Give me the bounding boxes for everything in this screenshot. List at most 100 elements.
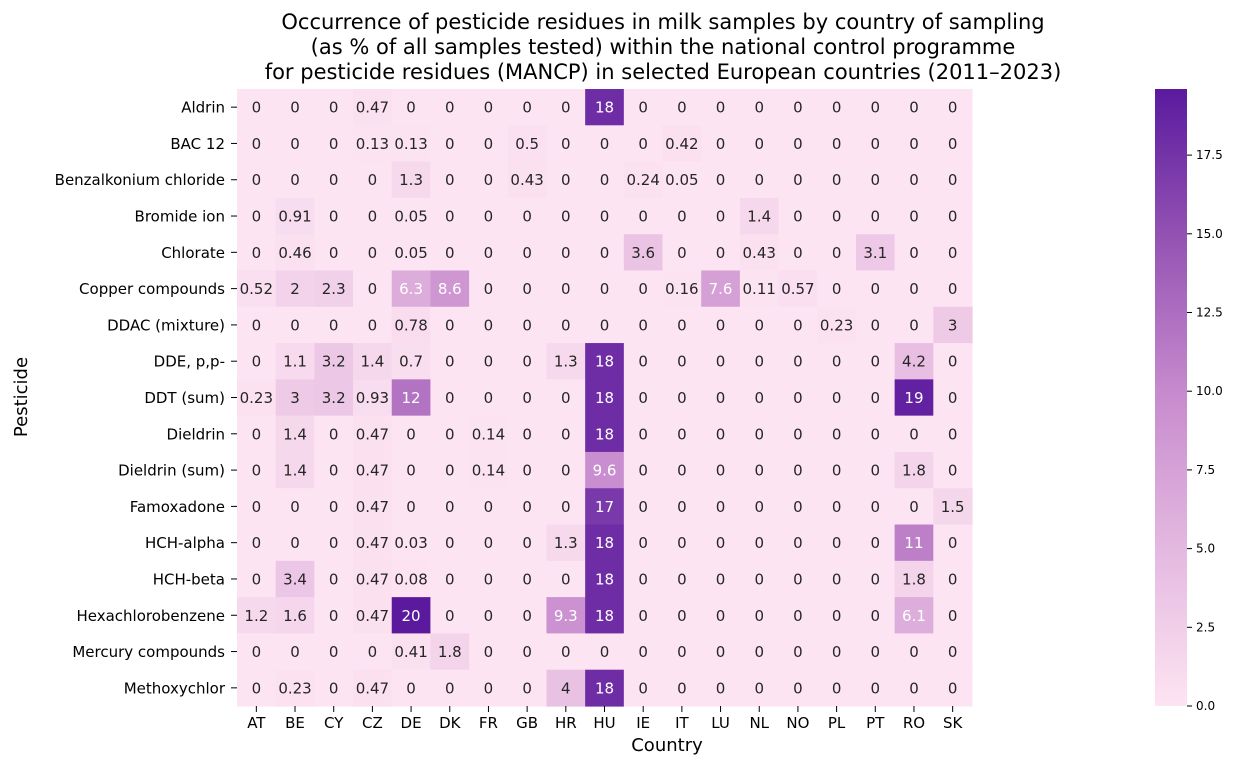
cell-value-label: 0: [368, 208, 378, 226]
heatmap-cell: [701, 451, 741, 489]
heatmap-cell: [894, 597, 934, 635]
cell-value-label: 0: [484, 353, 494, 371]
cell-value-label: 0.13: [394, 135, 427, 153]
heatmap-cell: [430, 669, 470, 707]
heatmap-cell: [894, 125, 934, 163]
heatmap-cell: [933, 234, 973, 272]
cell-value-label: 0: [522, 389, 532, 407]
cell-value-label: 0: [677, 607, 687, 625]
x-tick-label: DK: [439, 714, 462, 732]
cell-value-label: 0: [561, 280, 571, 298]
heatmap-cell: [662, 161, 702, 199]
heatmap-cells: [237, 89, 973, 707]
heatmap-cell: [739, 197, 780, 235]
heatmap-cell: [701, 234, 741, 272]
heatmap-cell: [855, 270, 896, 308]
heatmap-cell: [778, 415, 818, 453]
cell-value-label: 1.3: [554, 353, 578, 371]
cell-value-label: 4: [561, 679, 571, 697]
heatmap-cell: [855, 379, 896, 417]
cell-value-label: 0: [871, 353, 881, 371]
cell-value-label: 0: [871, 534, 881, 552]
cell-value-label: 0: [445, 425, 455, 443]
heatmap-cell: [778, 488, 818, 526]
heatmap-cell: [507, 488, 548, 526]
heatmap-cell: [623, 197, 664, 235]
cell-value-label: 0: [909, 679, 919, 697]
heatmap-cell: [275, 89, 315, 126]
cell-value-label: 0: [832, 498, 842, 516]
cell-value-label: 0: [754, 462, 764, 480]
heatmap-cell: [430, 161, 470, 199]
cell-value-label: 0: [522, 679, 532, 697]
heatmap-cell: [237, 197, 277, 235]
colorbar-tick-label: 17.5: [1196, 148, 1223, 162]
cell-value-label: 11: [904, 534, 923, 552]
cell-value-label: 0: [948, 389, 958, 407]
cell-value-label: 0: [522, 607, 532, 625]
cell-value-label: 0: [329, 679, 339, 697]
heatmap-cell: [739, 560, 780, 598]
heatmap-cell: [391, 89, 432, 126]
cell-value-label: 0: [445, 679, 455, 697]
heatmap-cell: [546, 270, 586, 308]
cell-value-label: 0: [909, 208, 919, 226]
cell-value-label: 0: [793, 171, 803, 189]
heatmap-cell: [739, 125, 780, 163]
cell-value-label: 0: [600, 135, 610, 153]
cell-value-label: 7.6: [709, 280, 733, 298]
cell-value-label: 0: [793, 462, 803, 480]
cell-value-label: 0: [600, 280, 610, 298]
heatmap-cell: [237, 379, 277, 417]
cell-value-label: 0: [793, 244, 803, 262]
heatmap-cell: [701, 306, 741, 344]
y-axis-label: Pesticide: [11, 357, 32, 437]
heatmap-cell: [430, 197, 470, 235]
x-axis: AT BE CY CZ DE DK FR GB HR HU IE IT LU NL NO PL PT RO SK: [247, 705, 963, 732]
heatmap-cell: [314, 270, 354, 308]
heatmap-cell: [817, 379, 857, 417]
heatmap-cell: [353, 524, 393, 562]
cell-value-label: 9.6: [593, 462, 617, 480]
cell-value-label: 0: [638, 280, 648, 298]
heatmap-cell: [855, 524, 896, 562]
x-tick-label: AT: [247, 714, 266, 732]
heatmap-cell: [546, 415, 586, 453]
heatmap-cell: [469, 379, 509, 417]
cell-value-label: 0: [445, 208, 455, 226]
heatmap-cell: [237, 234, 277, 272]
y-tick-label: Benzalkonium chloride: [55, 171, 225, 189]
cell-value-label: 0: [716, 135, 726, 153]
cell-value-label: 0: [638, 99, 648, 117]
heatmap-cell: [585, 234, 625, 272]
cell-value-label: 1.4: [360, 353, 384, 371]
heatmap-cell: [894, 270, 934, 308]
heatmap-cell: [275, 125, 315, 163]
cell-value-label: 0: [484, 280, 494, 298]
heatmap-cell: [430, 597, 470, 635]
cell-value-label: 0: [948, 570, 958, 588]
heatmap-cell: [507, 379, 548, 417]
heatmap-cell: [314, 524, 354, 562]
heatmap-cell: [623, 89, 664, 126]
heatmap-cell: [894, 669, 934, 707]
cell-value-label: 8.6: [438, 280, 462, 298]
cell-value-label: 0: [561, 643, 571, 661]
heatmap-cell: [353, 306, 393, 344]
heatmap-cell: [469, 524, 509, 562]
cell-value-label: 0.23: [278, 679, 311, 697]
heatmap-cell: [507, 197, 548, 235]
cell-value-label: 0: [252, 316, 262, 334]
heatmap-cell: [778, 234, 818, 272]
cell-value-label: 0.11: [743, 280, 776, 298]
heatmap-cell: [933, 343, 973, 380]
cell-value-label: 0: [716, 498, 726, 516]
cell-value-label: 0: [252, 679, 262, 697]
cell-value-label: 0: [716, 99, 726, 117]
heatmap-cell: [855, 89, 896, 126]
heatmap-cell: [662, 197, 702, 235]
cell-value-label: 1.8: [902, 570, 926, 588]
cell-value-label: 0: [638, 353, 648, 371]
heatmap-cell: [933, 197, 973, 235]
heatmap-cell: [314, 125, 354, 163]
